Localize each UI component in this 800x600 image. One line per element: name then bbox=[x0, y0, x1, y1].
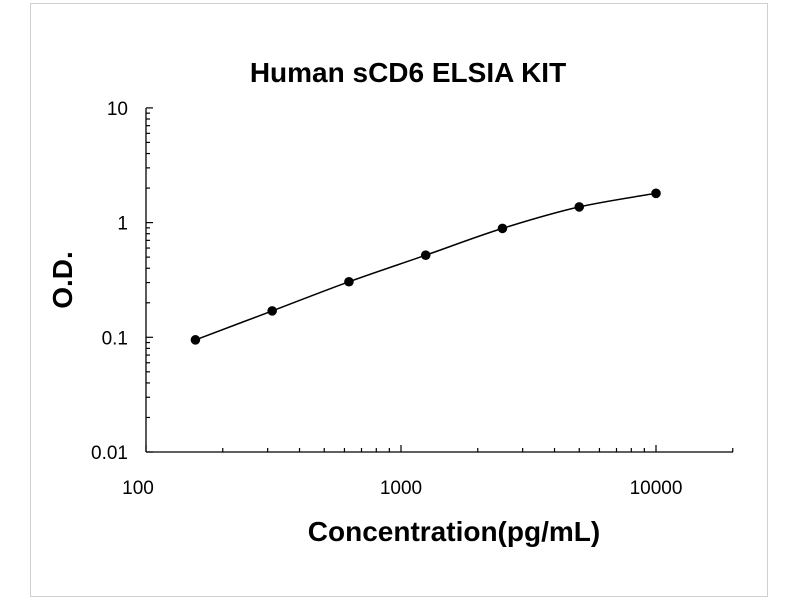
y-tick-label: 0.01 bbox=[91, 443, 128, 464]
x-tick-label: 100 bbox=[122, 478, 154, 499]
y-tick-label: 1 bbox=[117, 214, 128, 235]
y-tick-labels: 10 1 0.1 0.01 bbox=[91, 99, 128, 464]
chart-title: Human sCD6 ELSIA KIT bbox=[250, 57, 566, 88]
y-tick-label: 10 bbox=[107, 99, 128, 120]
x-axis-label: Concentration(pg/mL) bbox=[308, 516, 600, 547]
y-axis-label: O.D. bbox=[47, 251, 78, 309]
y-ticks bbox=[146, 107, 153, 453]
x-tick-label: 1000 bbox=[380, 478, 422, 499]
fit-curve bbox=[195, 192, 657, 341]
x-tick-labels: 100 1000 10000 bbox=[122, 478, 682, 499]
data-point bbox=[344, 276, 354, 287]
data-point bbox=[190, 335, 201, 345]
data-points bbox=[190, 188, 661, 345]
x-ticks bbox=[145, 445, 734, 452]
data-point bbox=[497, 223, 508, 234]
data-point bbox=[267, 306, 277, 316]
y-tick-label: 0.1 bbox=[102, 328, 128, 349]
data-point bbox=[651, 188, 661, 199]
data-point bbox=[420, 250, 431, 260]
x-tick-label: 10000 bbox=[630, 478, 683, 499]
chart-frame bbox=[30, 3, 768, 597]
data-point bbox=[574, 202, 585, 212]
